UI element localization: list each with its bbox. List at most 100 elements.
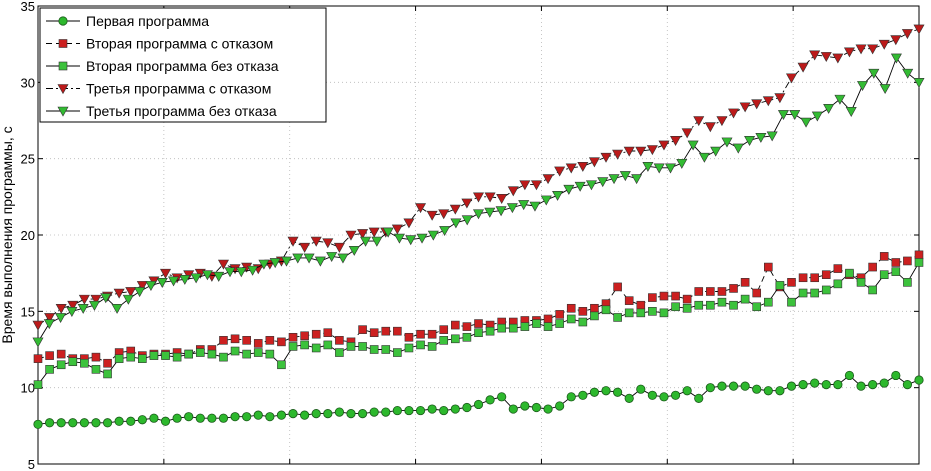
data-point bbox=[913, 24, 925, 35]
data-point bbox=[901, 29, 913, 40]
data-point bbox=[497, 323, 506, 333]
legend-item: Вторая программа с отказом bbox=[46, 36, 273, 52]
data-point bbox=[33, 419, 43, 429]
legend-label: Третья программа с отказом bbox=[86, 81, 271, 97]
data-point bbox=[497, 392, 507, 402]
legend-item: Третья программа с отказом bbox=[46, 81, 271, 97]
data-point bbox=[868, 285, 877, 295]
data-point bbox=[311, 329, 321, 339]
data-point bbox=[68, 357, 78, 367]
legend-label: Вторая программа с отказом bbox=[86, 36, 273, 52]
data-point bbox=[809, 50, 821, 61]
data-point bbox=[682, 386, 692, 396]
data-point bbox=[744, 136, 756, 146]
data-point bbox=[333, 242, 345, 253]
y-tick-label: 20 bbox=[21, 228, 35, 243]
data-point bbox=[811, 111, 823, 122]
data-point bbox=[303, 253, 315, 264]
data-point bbox=[532, 319, 541, 328]
data-point bbox=[856, 381, 866, 391]
data-point bbox=[729, 300, 738, 310]
data-point bbox=[462, 402, 472, 413]
data-point bbox=[168, 276, 180, 287]
data-point bbox=[555, 401, 565, 411]
data-point bbox=[879, 378, 889, 388]
data-point bbox=[631, 174, 643, 185]
data-point bbox=[195, 348, 205, 357]
data-point bbox=[427, 329, 437, 339]
data-point bbox=[427, 404, 437, 414]
data-point bbox=[693, 116, 705, 127]
data-point bbox=[706, 287, 715, 296]
data-point bbox=[55, 303, 67, 314]
data-point bbox=[242, 336, 251, 345]
data-point bbox=[552, 191, 564, 201]
data-point bbox=[717, 297, 727, 307]
data-point bbox=[172, 413, 182, 423]
legend-marker bbox=[58, 39, 68, 48]
data-point bbox=[855, 44, 867, 55]
data-point bbox=[868, 262, 877, 272]
data-point bbox=[415, 203, 427, 214]
data-point bbox=[381, 407, 391, 417]
data-point bbox=[682, 303, 692, 313]
data-point bbox=[235, 267, 247, 278]
data-point bbox=[371, 236, 383, 247]
data-point bbox=[323, 328, 333, 338]
y-tick-label: 35 bbox=[21, 0, 35, 14]
data-point bbox=[346, 409, 356, 419]
data-point bbox=[56, 360, 66, 370]
data-point bbox=[345, 230, 357, 241]
data-point bbox=[100, 293, 112, 304]
data-point bbox=[335, 348, 344, 357]
data-point bbox=[55, 313, 67, 324]
data-point bbox=[810, 273, 819, 283]
data-point bbox=[671, 291, 680, 301]
data-point bbox=[635, 146, 647, 157]
data-point bbox=[681, 128, 693, 139]
data-point bbox=[833, 380, 843, 390]
data-point bbox=[623, 146, 635, 157]
data-point bbox=[269, 258, 281, 269]
data-point bbox=[125, 287, 137, 298]
data-point bbox=[752, 384, 762, 394]
data-point bbox=[891, 258, 901, 267]
data-point bbox=[357, 229, 369, 240]
data-point bbox=[728, 381, 739, 391]
data-point bbox=[358, 325, 367, 334]
data-point bbox=[33, 354, 43, 363]
data-point bbox=[647, 390, 657, 400]
data-point bbox=[763, 386, 773, 396]
data-point bbox=[658, 140, 670, 151]
data-point bbox=[589, 387, 600, 397]
data-point bbox=[213, 271, 225, 282]
data-point bbox=[717, 381, 727, 391]
data-point bbox=[472, 209, 485, 220]
data-point bbox=[474, 328, 483, 338]
data-point bbox=[867, 44, 879, 55]
data-point bbox=[314, 256, 326, 267]
data-point bbox=[473, 399, 484, 410]
data-point bbox=[834, 94, 846, 105]
data-point bbox=[585, 180, 597, 191]
data-point bbox=[810, 288, 819, 298]
data-point bbox=[337, 253, 349, 264]
data-point bbox=[160, 268, 172, 279]
data-point bbox=[752, 302, 762, 312]
data-point bbox=[439, 226, 451, 237]
y-axis-label: Время выполнения программы, с bbox=[0, 126, 15, 343]
legend-box bbox=[39, 7, 327, 123]
data-point bbox=[122, 294, 134, 305]
data-point bbox=[253, 410, 263, 420]
data-point bbox=[914, 258, 924, 267]
data-point bbox=[508, 404, 518, 414]
data-point bbox=[508, 323, 518, 333]
data-point bbox=[179, 274, 191, 285]
data-point bbox=[619, 171, 631, 182]
data-point bbox=[716, 116, 728, 127]
data-point bbox=[495, 206, 507, 217]
data-point bbox=[160, 416, 171, 426]
data-point bbox=[138, 354, 147, 363]
data-point bbox=[764, 262, 773, 272]
data-point bbox=[161, 351, 170, 360]
